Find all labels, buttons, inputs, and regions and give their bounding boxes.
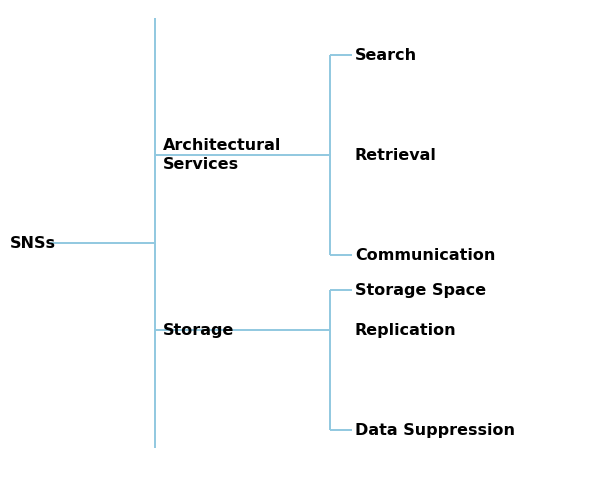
Text: Storage: Storage: [163, 322, 234, 337]
Text: Communication: Communication: [355, 247, 495, 262]
Text: Architectural
Services: Architectural Services: [163, 137, 282, 172]
Text: Storage Space: Storage Space: [355, 283, 486, 298]
Text: Replication: Replication: [355, 322, 456, 337]
Text: Retrieval: Retrieval: [355, 148, 437, 163]
Text: Search: Search: [355, 47, 417, 62]
Text: SNSs: SNSs: [10, 236, 56, 251]
Text: Data Suppression: Data Suppression: [355, 423, 515, 438]
